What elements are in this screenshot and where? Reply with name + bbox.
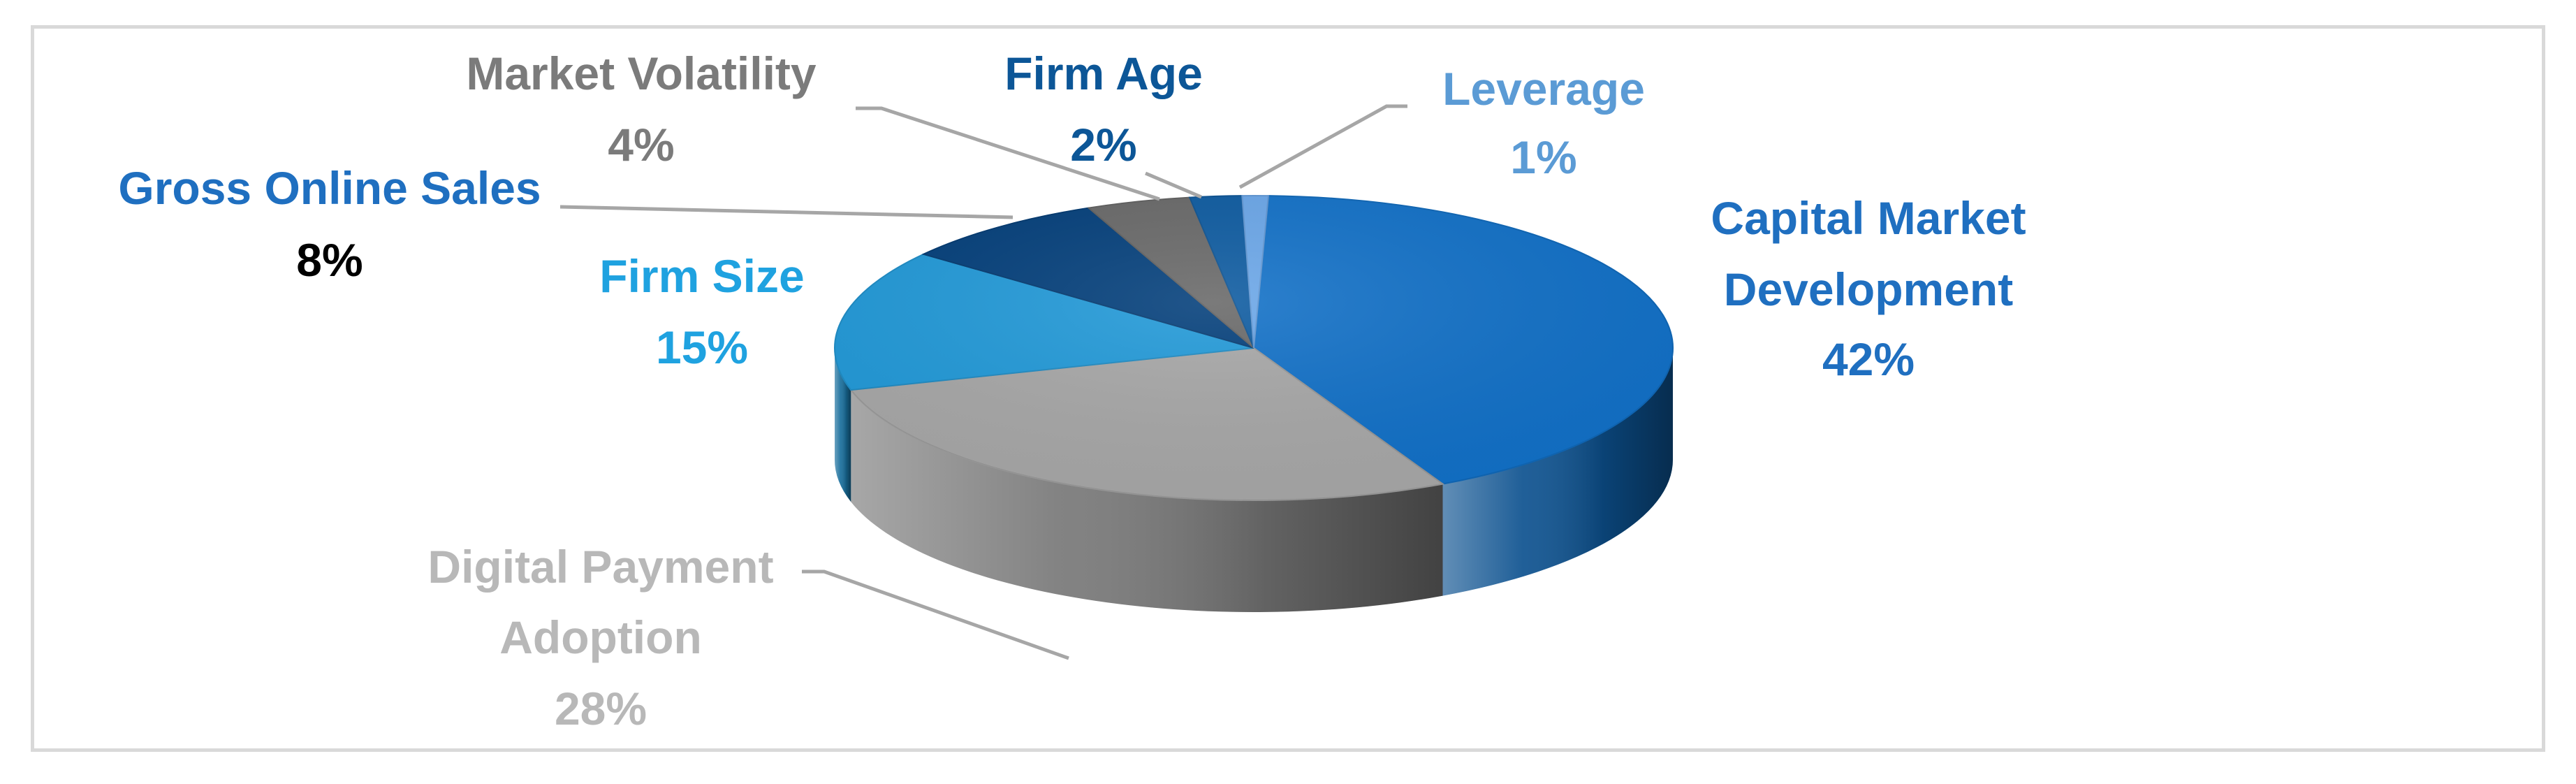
data-label-name-leverage: Leverage — [1442, 63, 1645, 115]
data-label-name-digital-payment-adoption: Digital Payment — [427, 541, 773, 593]
data-label-name-capital-market-development: Capital Market — [1711, 192, 2026, 244]
data-label-name-gross-online-sales: Gross Online Sales — [118, 162, 541, 214]
data-label-value-firm-size: 15% — [656, 321, 748, 373]
data-label-name-firm-size: Firm Size — [599, 250, 804, 302]
leader-line-firm-age — [1145, 171, 1202, 199]
leader-line-gross-online-sales — [559, 205, 1013, 219]
data-label-value-gross-online-sales: 8% — [296, 234, 363, 286]
data-label-name-firm-age: Firm Age — [1004, 48, 1203, 99]
data-label-name-capital-market-development: Development — [1724, 263, 2013, 315]
leader-line-digital-payment-adoption — [802, 569, 1069, 660]
data-label-value-digital-payment-adoption: 28% — [555, 683, 647, 734]
pie-side-shading — [851, 390, 1443, 612]
data-label-value-firm-age: 2% — [1070, 119, 1136, 170]
pie-side-shading — [835, 348, 851, 502]
data-label-name-market-volatility: Market Volatility — [466, 48, 817, 99]
data-label-value-capital-market-development: 42% — [1822, 333, 1915, 385]
leader-line-market-volatility — [856, 106, 1160, 201]
data-label-name-digital-payment-adoption: Adoption — [499, 611, 702, 663]
data-label-value-market-volatility: 4% — [608, 119, 674, 170]
data-label-value-leverage: 1% — [1510, 131, 1576, 183]
pie-side-shading — [1442, 348, 1673, 596]
pie-top-shine — [835, 196, 1673, 500]
leader-line-leverage — [1238, 104, 1407, 189]
